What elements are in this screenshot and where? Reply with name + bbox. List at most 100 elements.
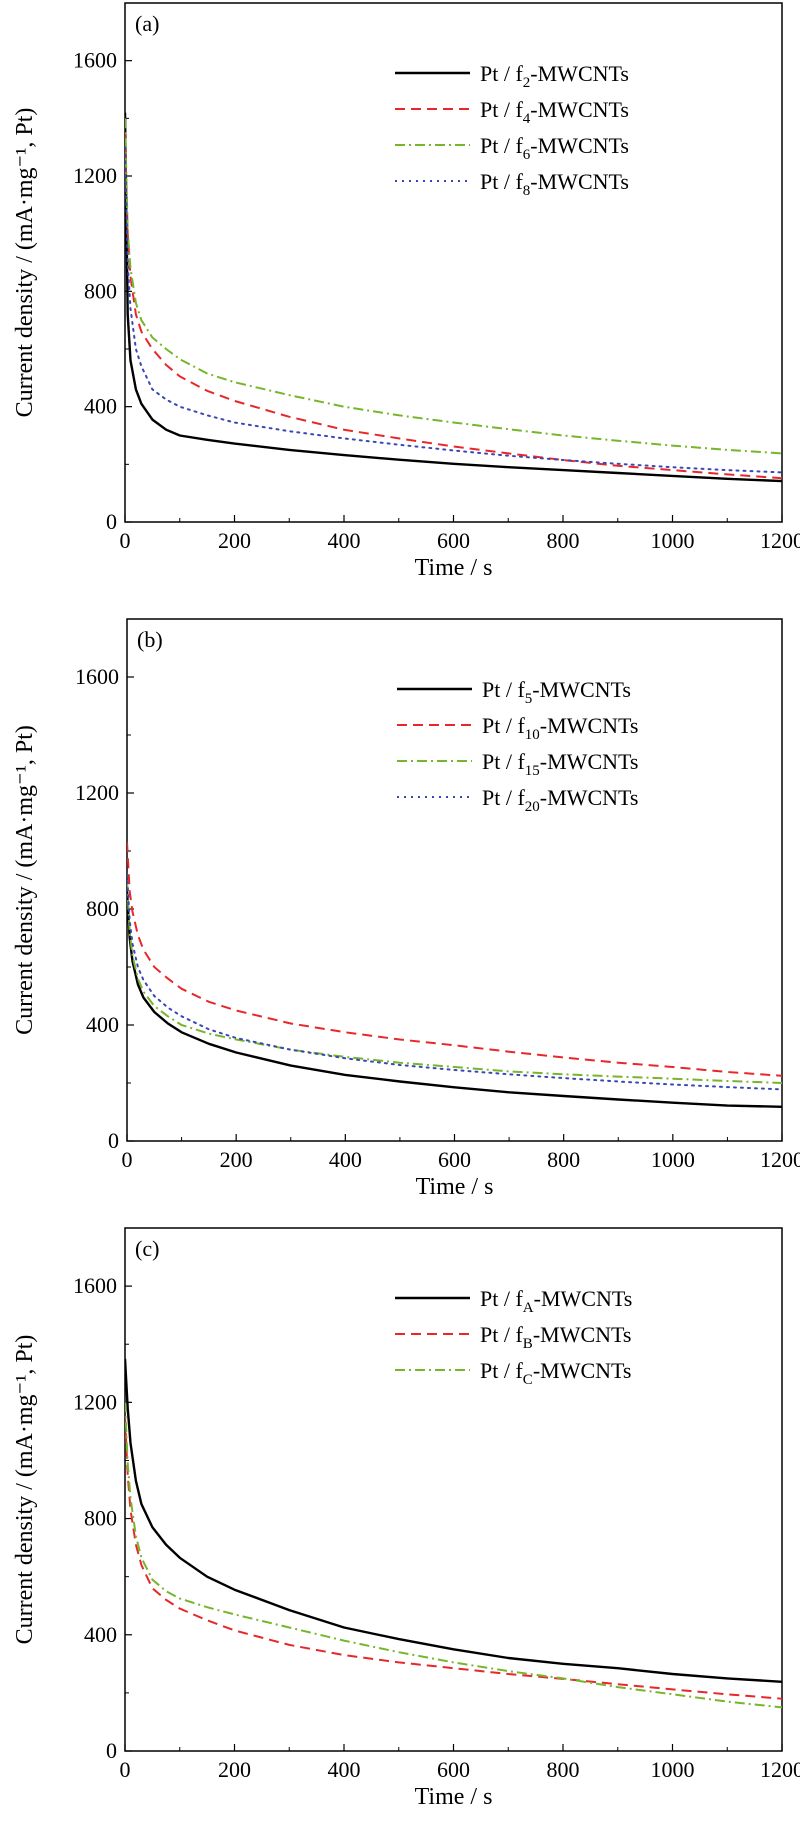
x-tick-label: 1000 [651, 1147, 695, 1172]
legend-label-suffix: -MWCNTs [540, 749, 639, 774]
legend-label-suffix: -MWCNTs [540, 713, 639, 738]
legend-label-prefix: Pt / f [482, 713, 525, 738]
y-axis-title: Current density / (mA·mg⁻¹, Pt) [12, 725, 38, 1035]
y-tick-label: 1600 [73, 1273, 117, 1298]
legend-label-subscript: 2 [523, 75, 531, 91]
legend-label-suffix: -MWCNTs [533, 1322, 632, 1347]
y-tick-label: 0 [106, 1738, 117, 1763]
legend-label-subscript: 8 [523, 183, 531, 199]
x-tick-label: 400 [329, 1147, 362, 1172]
legend-label-prefix: Pt / f [480, 1322, 523, 1347]
legend-label-prefix: Pt / f [482, 749, 525, 774]
x-tick-label: 200 [218, 1757, 251, 1782]
series-line-3 [125, 118, 782, 455]
plot-frame [124, 2, 783, 523]
legend-label-suffix: -MWCNTs [530, 61, 629, 86]
legend-label-suffix: -MWCNTs [532, 677, 631, 702]
x-tick-label: 200 [220, 1147, 253, 1172]
legend-label: Pt / f6-MWCNTs [480, 133, 629, 163]
legend-label-prefix: Pt / f [480, 1358, 523, 1383]
y-tick-label: 0 [106, 509, 117, 534]
y-axis-title: Current density / (mA·mg⁻¹, Pt) [12, 108, 38, 418]
legend-label: Pt / f10-MWCNTs [482, 713, 638, 743]
y-axis-title: Current density / (mA·mg⁻¹, Pt) [12, 1335, 38, 1645]
x-tick-label: 400 [328, 1757, 361, 1782]
x-tick-label: 1200 [760, 1757, 800, 1782]
legend-label-suffix: -MWCNTs [530, 133, 629, 158]
x-tick-label: 800 [547, 1757, 580, 1782]
legend-label-subscript: 20 [525, 799, 540, 815]
legend-label: Pt / f8-MWCNTs [480, 169, 629, 199]
legend-label: Pt / fB-MWCNTs [480, 1322, 632, 1352]
y-tick-label: 1600 [75, 664, 119, 689]
y-tick-label: 1200 [75, 780, 119, 805]
series-line-3 [125, 1402, 782, 1709]
legend-label-subscript: 6 [523, 147, 531, 163]
legend-label: Pt / fC-MWCNTs [480, 1358, 632, 1388]
y-tick-label: 400 [84, 1622, 117, 1647]
legend-label: Pt / f15-MWCNTs [482, 749, 638, 779]
y-tick-label: 1600 [73, 48, 117, 73]
legend-label-subscript: 5 [525, 691, 533, 707]
series-line-1 [125, 112, 782, 483]
x-tick-label: 800 [547, 1147, 580, 1172]
series-line-1 [127, 891, 782, 1108]
plot-frame [126, 618, 783, 1142]
series-line-4 [127, 873, 782, 1091]
legend-label: Pt / f4-MWCNTs [480, 97, 629, 127]
y-tick-label: 1200 [73, 1389, 117, 1414]
series-line-2 [125, 132, 782, 480]
x-tick-label: 0 [120, 528, 131, 553]
legend-label-suffix: -MWCNTs [530, 169, 629, 194]
legend-label-prefix: Pt / f [480, 97, 523, 122]
legend-label: Pt / f2-MWCNTs [480, 61, 629, 91]
legend-label-subscript: 15 [525, 763, 540, 779]
series-group [125, 1358, 782, 1709]
y-tick-label: 800 [86, 896, 119, 921]
y-tick-label: 0 [108, 1128, 119, 1153]
x-tick-label: 800 [547, 528, 580, 553]
chart-panel-3: 0 200 400 600 800 1000 1200 0 400 800 1200 1600 Time… [12, 1227, 800, 1810]
x-tick-label: 600 [437, 1757, 470, 1782]
plot-frame [124, 1227, 783, 1752]
chart-panel-1: 0 200 400 600 800 1000 1200 0 400 800 1200 1600 Time… [12, 2, 800, 581]
legend-label-subscript: B [523, 1336, 533, 1352]
legend-label-prefix: Pt / f [480, 169, 523, 194]
legend-label-subscript: C [523, 1372, 533, 1388]
panel-label: (c) [135, 1236, 159, 1261]
series-line-4 [125, 146, 782, 474]
y-tick-label: 800 [84, 1506, 117, 1531]
x-tick-label: 400 [328, 528, 361, 553]
legend-label-subscript: A [523, 1300, 534, 1316]
series-group [127, 842, 782, 1108]
x-tick-label: 0 [120, 1757, 131, 1782]
x-tick-label: 1000 [651, 528, 695, 553]
legend-label-suffix: -MWCNTs [533, 1358, 632, 1383]
legend-label: Pt / f20-MWCNTs [482, 785, 638, 815]
legend-label-suffix: -MWCNTs [540, 785, 639, 810]
series-line-3 [127, 879, 782, 1084]
x-axis-title: Time / s [415, 1784, 493, 1810]
y-tick-label: 800 [84, 278, 117, 303]
x-tick-label: 1000 [651, 1757, 695, 1782]
series-line-2 [125, 1416, 782, 1700]
legend-label-prefix: Pt / f [482, 785, 525, 810]
legend-label: Pt / fA-MWCNTs [480, 1286, 632, 1316]
panel-label: (b) [137, 627, 163, 652]
x-tick-label: 600 [438, 1147, 471, 1172]
x-tick-label: 0 [122, 1147, 133, 1172]
y-tick-label: 400 [84, 394, 117, 419]
legend-label-suffix: -MWCNTs [534, 1286, 633, 1311]
legend-label-suffix: -MWCNTs [530, 97, 629, 122]
series-line-1 [125, 1358, 782, 1683]
x-axis-title: Time / s [415, 555, 493, 581]
y-tick-label: 400 [86, 1012, 119, 1037]
legend-label-prefix: Pt / f [480, 1286, 523, 1311]
series-line-2 [127, 842, 782, 1077]
chart-panel-2: 0 200 400 600 800 1000 1200 0 400 800 1200 1600 Time… [12, 618, 800, 1200]
legend-label-prefix: Pt / f [480, 61, 523, 86]
